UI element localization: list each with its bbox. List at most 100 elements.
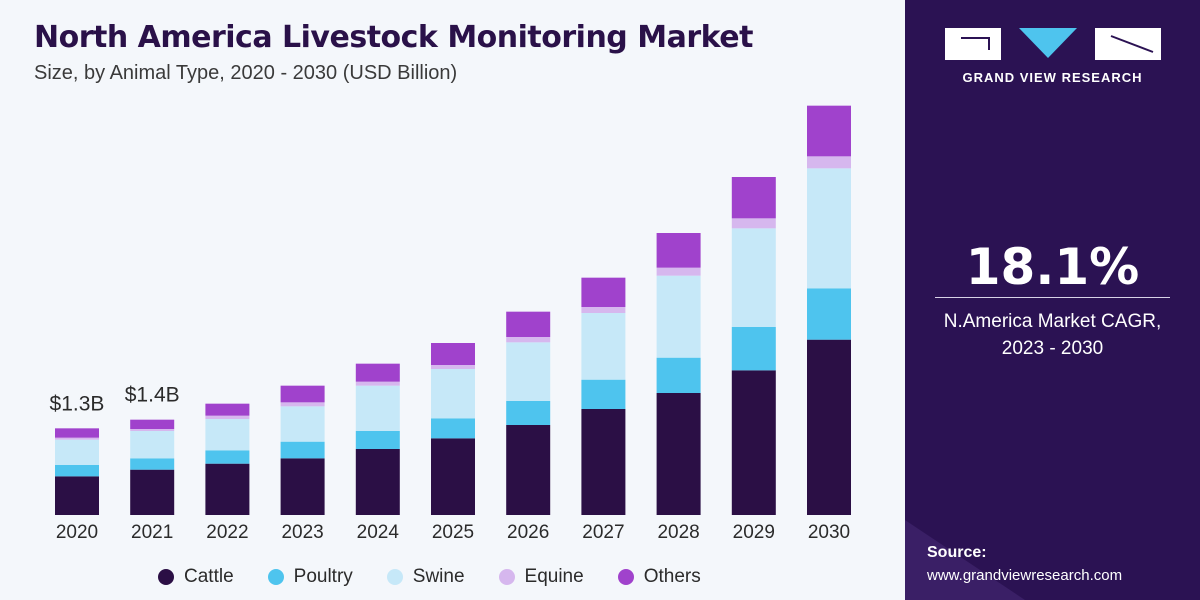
- brand-panel: GRAND VIEW RESEARCH 18.1% N.America Mark…: [905, 0, 1200, 600]
- x-tick-2027: 2027: [582, 522, 624, 543]
- bar-poultry-2027: [581, 379, 626, 409]
- bar-others-2027: [581, 277, 626, 307]
- legend-item-equine: Equine: [498, 566, 584, 588]
- x-tick-2023: 2023: [281, 522, 323, 543]
- x-tick-2026: 2026: [507, 522, 549, 543]
- legend-swatch-others: [617, 569, 634, 585]
- bar-swine-2024: [355, 385, 400, 431]
- legend-label-equine: Equine: [524, 566, 584, 587]
- bar-equine-2027: [581, 307, 626, 313]
- bar-equine-2028: [656, 267, 701, 276]
- bar-cattle-2025: [431, 438, 475, 515]
- bar-cattle-2020: [55, 476, 99, 515]
- cagr-label-line1: N.America Market CAGR,: [943, 311, 1162, 332]
- stacked-bar-chart: $1.3B $1.4B 2020 2021 2022 2023 2024 2025 2026 2…: [50, 105, 851, 543]
- bar-others-2024: [355, 363, 400, 382]
- bar-cattle-2028: [656, 393, 701, 515]
- legend-item-others: Others: [617, 566, 701, 588]
- legend-item-swine: Swine: [386, 566, 465, 588]
- legend-label-poultry: Poultry: [293, 566, 353, 587]
- bar-poultry-2024: [355, 431, 400, 449]
- bar-cattle-2022: [205, 463, 250, 515]
- chart-subtitle: Size, by Animal Type, 2020 - 2030 (USD B…: [34, 62, 458, 84]
- x-tick-2022: 2022: [206, 522, 248, 543]
- legend-label-cattle: Cattle: [184, 566, 234, 587]
- chart-panel: North America Livestock Monitoring Marke…: [0, 0, 905, 600]
- bar-cattle-2026: [506, 425, 551, 515]
- legend-swatch-swine: [386, 569, 403, 585]
- bar-poultry-2028: [656, 357, 701, 393]
- bar-swine-2027: [581, 313, 626, 380]
- bar-swine-2023: [280, 406, 325, 442]
- bars-layer: [55, 105, 851, 515]
- bar-equine-2025: [431, 365, 475, 369]
- bar-others-2025: [431, 343, 475, 365]
- bar-others-2021: [130, 419, 175, 429]
- bar-cattle-2023: [280, 458, 325, 515]
- legend-label-others: Others: [643, 566, 701, 587]
- legend-swatch-equine: [498, 569, 515, 585]
- x-axis: 2020 2021 2022 2023 2024 2025 2026 2027 2028 2029…: [56, 522, 850, 543]
- bar-swine-2021: [130, 431, 175, 459]
- cagr-value: 18.1%: [965, 238, 1140, 296]
- x-tick-2029: 2029: [733, 522, 775, 543]
- bar-others-2029: [731, 177, 776, 219]
- legend: Cattle Poultry Swine Equine Others: [158, 562, 701, 592]
- x-tick-2020: 2020: [56, 522, 98, 543]
- source-label: Source:: [927, 544, 987, 561]
- source-url[interactable]: www.grandviewresearch.com: [927, 567, 1123, 584]
- bar-others-2026: [506, 311, 551, 337]
- bar-cattle-2027: [581, 409, 626, 515]
- x-tick-2024: 2024: [357, 522, 400, 543]
- cagr-label: N.America Market CAGR, 2023 - 2030: [905, 308, 1200, 362]
- bar-swine-2030: [807, 168, 851, 289]
- bar-equine-2026: [506, 337, 551, 343]
- legend-label-swine: Swine: [412, 566, 465, 587]
- bar-poultry-2021: [130, 458, 175, 470]
- x-tick-2028: 2028: [657, 522, 699, 543]
- bar-others-2022: [205, 403, 250, 416]
- bar-cattle-2029: [731, 370, 776, 515]
- x-tick-2025: 2025: [432, 522, 474, 543]
- bar-poultry-2020: [55, 465, 99, 477]
- bar-equine-2021: [130, 429, 175, 431]
- brand-name: GRAND VIEW RESEARCH: [962, 70, 1143, 85]
- data-label-2021: $1.4B: [125, 384, 180, 407]
- chart-title: North America Livestock Monitoring Marke…: [34, 20, 753, 55]
- cagr-label-line2: 2023 - 2030: [1001, 338, 1104, 359]
- bar-equine-2020: [55, 437, 99, 440]
- bar-swine-2029: [731, 228, 776, 327]
- bar-swine-2022: [205, 419, 250, 451]
- x-tick-2021: 2021: [131, 522, 173, 543]
- bar-poultry-2026: [506, 401, 551, 425]
- bar-cattle-2030: [807, 339, 851, 515]
- bar-poultry-2025: [431, 418, 475, 439]
- bar-swine-2025: [431, 369, 475, 419]
- bar-equine-2030: [807, 156, 851, 169]
- x-tick-2030: 2030: [808, 522, 850, 543]
- bar-poultry-2029: [731, 327, 776, 371]
- gvr-logo-icon: [945, 28, 1161, 60]
- corner-decoration-icon: [905, 520, 1025, 600]
- annotations-layer: $1.3B $1.4B: [50, 384, 180, 416]
- bar-others-2030: [807, 105, 851, 157]
- legend-swatch-poultry: [267, 569, 284, 585]
- bar-swine-2020: [55, 439, 99, 465]
- bar-poultry-2023: [280, 441, 325, 459]
- bar-swine-2026: [506, 342, 551, 401]
- bar-others-2020: [55, 428, 99, 438]
- bar-cattle-2024: [355, 449, 400, 515]
- bar-cattle-2021: [130, 469, 175, 515]
- cagr-divider: [935, 297, 1170, 298]
- data-label-2020: $1.3B: [50, 392, 105, 415]
- legend-item-cattle: Cattle: [158, 566, 234, 588]
- bar-equine-2029: [731, 218, 776, 229]
- bar-equine-2022: [205, 415, 250, 419]
- bar-others-2023: [280, 385, 325, 403]
- bar-others-2028: [656, 233, 701, 268]
- bar-equine-2023: [280, 402, 325, 407]
- legend-item-poultry: Poultry: [267, 566, 353, 588]
- bar-swine-2028: [656, 275, 701, 358]
- bar-equine-2024: [355, 381, 400, 386]
- bar-poultry-2022: [205, 450, 250, 464]
